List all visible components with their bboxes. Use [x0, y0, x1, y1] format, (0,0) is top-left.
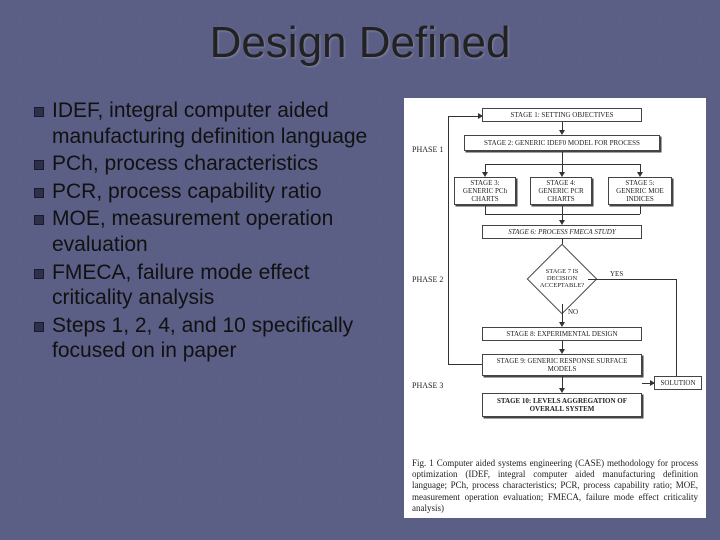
stage-box: STAGE 1: SETTING OBJECTIVES — [482, 108, 642, 122]
arrow — [640, 206, 641, 214]
slide-title: Design Defined — [0, 0, 720, 68]
flowchart: PHASE 1 PHASE 2 PHASE 3 STAGE 1: SETTING… — [410, 104, 700, 444]
no-label: NO — [568, 308, 578, 316]
decision-label: STAGE 7 IS DECISION ACCEPTABLE? — [534, 268, 590, 289]
content-area: IDEF, integral computer aided manufactur… — [0, 68, 720, 518]
bullet-list: IDEF, integral computer aided manufactur… — [34, 98, 394, 518]
stage-box: STAGE 9: GENERIC RESPONSE SURFACE MODELS — [482, 354, 642, 376]
arrow — [562, 304, 563, 324]
arrow — [448, 364, 482, 365]
arrow — [448, 116, 449, 364]
phase-label: PHASE 1 — [412, 146, 443, 155]
yes-label: YES — [610, 270, 623, 278]
stage-box: STAGE 8: EXPERIMENTAL DESIGN — [482, 327, 642, 341]
stage-box: STAGE 2: GENERIC IDEF0 MODEL FOR PROCESS — [464, 135, 660, 151]
bullet-item: MOE, measurement operation evaluation — [34, 206, 394, 257]
phase-label: PHASE 3 — [412, 382, 443, 391]
figure-caption: Fig. 1 Computer aided systems engineerin… — [412, 458, 698, 514]
stage-box: STAGE 5: GENERIC MOE INDICES — [608, 177, 672, 205]
arrow — [485, 206, 486, 214]
bullet-item: PCR, process capability ratio — [34, 179, 394, 205]
arrow — [562, 206, 563, 214]
arrow — [588, 279, 676, 280]
bullet-item: FMECA, failure mode effect criticality a… — [34, 260, 394, 311]
solution-box: SOLUTION — [654, 376, 702, 390]
arrow — [448, 116, 482, 117]
arrow — [676, 279, 677, 376]
stage-box: STAGE 10: LEVELS AGGREGATION OF OVERALL … — [482, 393, 642, 417]
stage-box: STAGE 4: GENERIC PCR CHARTS — [530, 177, 592, 205]
arrow — [562, 152, 563, 164]
bullet-item: Steps 1, 2, 4, and 10 specifically focus… — [34, 313, 394, 364]
flowchart-figure: PHASE 1 PHASE 2 PHASE 3 STAGE 1: SETTING… — [404, 98, 706, 518]
bullet-item: PCh, process characteristics — [34, 151, 394, 177]
bullet-item: IDEF, integral computer aided manufactur… — [34, 98, 394, 149]
stage-box: STAGE 6: PROCESS FMECA STUDY — [482, 225, 642, 239]
stage-box: STAGE 3: GENERIC PCh CHARTS — [454, 177, 516, 205]
phase-label: PHASE 2 — [412, 276, 443, 285]
arrowhead-icon — [650, 380, 655, 386]
arrowhead-icon — [478, 113, 483, 119]
